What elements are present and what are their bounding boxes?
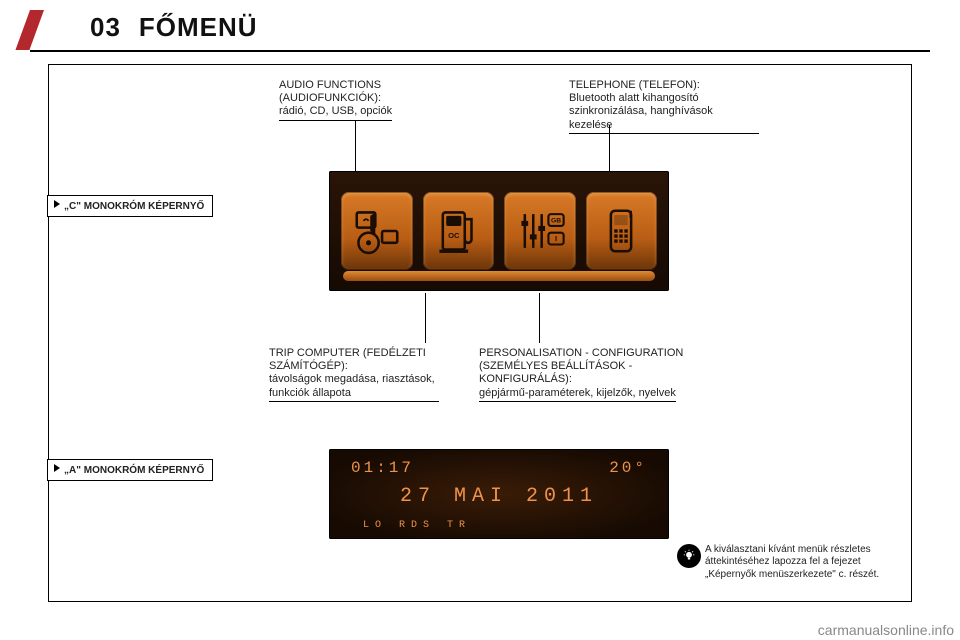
display-a-date: 27 MAI 2011 <box>329 485 669 508</box>
display-a-time: 01:17 <box>351 459 414 477</box>
callout-personalisation: PERSONALISATION - CONFIGURATION (SZEMÉLY… <box>479 347 709 402</box>
triangle-icon <box>54 200 60 208</box>
section-title: FŐMENÜ <box>139 12 258 42</box>
leader-personalisation <box>539 293 540 343</box>
callout-audio-desc: rádió, CD, USB, opciók <box>279 105 392 120</box>
triangle-icon <box>54 464 60 472</box>
callout-personalisation-desc: gépjármű-paraméterek, kijelzők, nyelvek <box>479 387 676 402</box>
tile-badge-gb: GB <box>551 218 561 225</box>
audio-icon <box>350 204 404 258</box>
callout-audio-title: AUDIO FUNCTIONS (AUDIOFUNKCIÓK): <box>279 79 449 105</box>
content-frame: AUDIO FUNCTIONS (AUDIOFUNKCIÓK): rádió, … <box>48 64 912 602</box>
tag-a-label: „A" MONOKRÓM KÉPERNYŐ <box>64 465 204 476</box>
lightbulb-icon <box>677 544 701 568</box>
tip-text: A kiválasztani kívánt menük részletes át… <box>705 544 891 582</box>
menu-tile-phone[interactable] <box>586 192 658 270</box>
display-a-panel: 01:17 20° 27 MAI 2011 LO RDS TR <box>329 449 669 539</box>
menu-tile-audio[interactable] <box>341 192 413 270</box>
fuel-pump-icon: OC <box>431 204 485 258</box>
display-a-temp: 20° <box>609 459 647 477</box>
callout-trip-desc: távolságok megadása, riasztások, funkció… <box>269 373 439 401</box>
callout-audio: AUDIO FUNCTIONS (AUDIOFUNKCIÓK): rádió, … <box>279 79 449 121</box>
callout-telephone-desc: Bluetooth alatt kihangosító szinkronizál… <box>569 92 759 134</box>
menu-tile-trip[interactable]: OC <box>423 192 495 270</box>
phone-icon <box>594 204 648 258</box>
section-number: 03 <box>90 12 121 42</box>
display-a-status: LO RDS TR <box>363 520 471 531</box>
menu-tile-config[interactable]: GB I <box>504 192 576 270</box>
tag-screen-c: „C" MONOKRÓM KÉPERNYŐ <box>47 195 213 217</box>
watermark: carmanualsonline.info <box>818 622 954 638</box>
leader-trip <box>425 293 426 343</box>
callout-telephone-title: TELEPHONE (TELEFON): <box>569 79 759 92</box>
callout-trip: TRIP COMPUTER (FEDÉLZETI SZÁMÍTÓGÉP): tá… <box>269 347 439 402</box>
callout-telephone: TELEPHONE (TELEFON): Bluetooth alatt kih… <box>569 79 759 134</box>
sliders-icon: GB I <box>513 204 567 258</box>
callout-personalisation-title: PERSONALISATION - CONFIGURATION (SZEMÉLY… <box>479 347 709 387</box>
header-red-accent <box>15 10 44 50</box>
page-title: 03 FŐMENÜ <box>90 12 258 43</box>
manual-page: 03 FŐMENÜ AUDIO FUNCTIONS (AUDIOFUNKCIÓK)… <box>30 10 930 620</box>
display-c-panel: OC GB I <box>329 171 669 291</box>
tile-badge-i: I <box>555 234 557 243</box>
tag-c-label: „C" MONOKRÓM KÉPERNYŐ <box>64 201 204 212</box>
header-rule <box>30 50 930 52</box>
tag-screen-a: „A" MONOKRÓM KÉPERNYŐ <box>47 459 213 481</box>
callout-trip-title: TRIP COMPUTER (FEDÉLZETI SZÁMÍTÓGÉP): <box>269 347 439 373</box>
tip-box: A kiválasztani kívánt menük részletes át… <box>681 544 891 582</box>
display-c-underbar <box>343 271 655 281</box>
tile-badge-oc: OC <box>448 231 460 240</box>
